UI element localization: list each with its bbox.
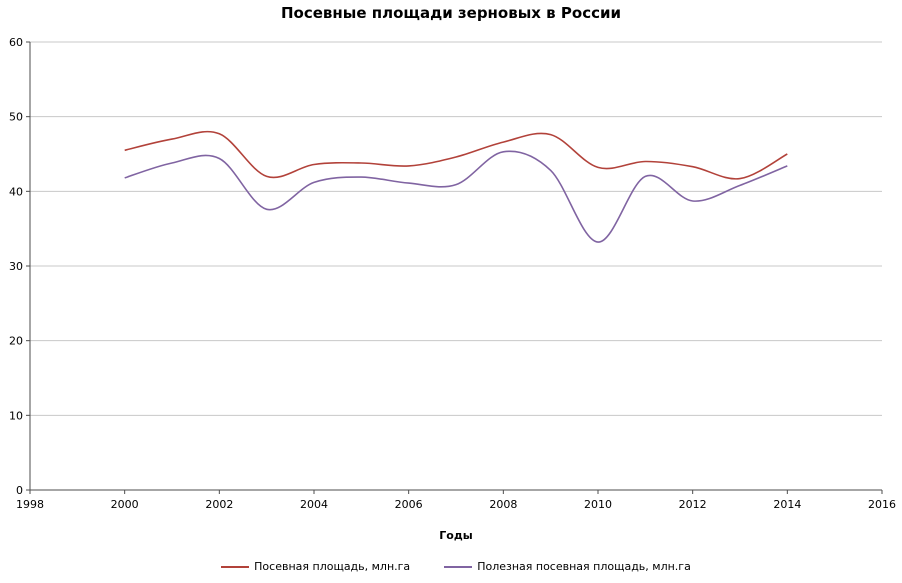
legend-label: Полезная посевная площадь, млн.га — [477, 560, 691, 573]
svg-text:0: 0 — [16, 484, 23, 497]
chart-legend: Посевная площадь, млн.га Полезная посевн… — [0, 560, 902, 573]
svg-text:40: 40 — [9, 185, 23, 198]
x-axis-title: Годы — [439, 529, 473, 542]
chart-title: Посевные площади зерновых в России — [280, 4, 621, 22]
svg-text:2004: 2004 — [300, 498, 328, 511]
line-chart-canvas: 0 10 20 30 40 50 60 1998 2000 2002 2004 2006 2008 201… — [9, 36, 896, 511]
svg-text:50: 50 — [9, 111, 23, 124]
svg-text:2000: 2000 — [111, 498, 139, 511]
legend-line-sample-purple-icon — [444, 565, 473, 568]
legend-item-sown-area: Посевная площадь, млн.га — [221, 560, 410, 573]
svg-text:2010: 2010 — [584, 498, 612, 511]
svg-text:2008: 2008 — [489, 498, 517, 511]
svg-text:60: 60 — [9, 36, 23, 49]
legend-item-useful-sown-area: Полезная посевная площадь, млн.га — [444, 560, 691, 573]
svg-text:1998: 1998 — [16, 498, 44, 511]
svg-text:10: 10 — [9, 409, 23, 422]
svg-text:2014: 2014 — [773, 498, 801, 511]
svg-text:2002: 2002 — [205, 498, 233, 511]
svg-text:2016: 2016 — [868, 498, 896, 511]
svg-text:30: 30 — [9, 260, 23, 273]
svg-text:2012: 2012 — [679, 498, 707, 511]
svg-text:2006: 2006 — [395, 498, 423, 511]
legend-label: Посевная площадь, млн.га — [254, 560, 411, 573]
svg-text:20: 20 — [9, 335, 23, 348]
legend-line-sample-red-icon — [221, 565, 250, 568]
